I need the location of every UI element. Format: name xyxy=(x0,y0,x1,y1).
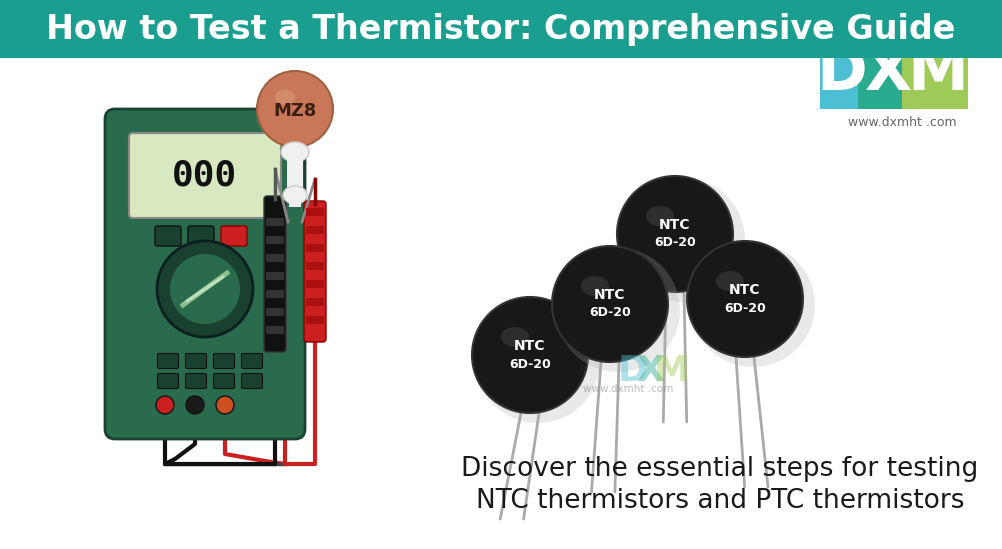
Circle shape xyxy=(621,178,745,302)
Text: Discover the essential steps for testing: Discover the essential steps for testing xyxy=(461,456,979,482)
Text: X: X xyxy=(865,44,912,104)
Bar xyxy=(0,0,1002,58)
FancyBboxPatch shape xyxy=(221,226,247,246)
Bar xyxy=(266,272,284,280)
Ellipse shape xyxy=(281,142,309,162)
Bar xyxy=(266,236,284,244)
Ellipse shape xyxy=(646,206,674,226)
FancyBboxPatch shape xyxy=(188,226,214,246)
Text: 6D-20: 6D-20 xyxy=(724,301,766,315)
FancyBboxPatch shape xyxy=(157,354,178,368)
Circle shape xyxy=(552,246,668,362)
Bar xyxy=(306,298,324,306)
Text: NTC: NTC xyxy=(659,218,690,232)
Bar xyxy=(266,308,284,316)
Text: www.dxmht .com: www.dxmht .com xyxy=(583,384,673,394)
Circle shape xyxy=(476,299,600,423)
Text: X: X xyxy=(636,354,664,388)
FancyBboxPatch shape xyxy=(157,373,178,389)
Bar xyxy=(266,290,284,298)
Ellipse shape xyxy=(283,186,307,204)
FancyBboxPatch shape xyxy=(213,373,234,389)
Bar xyxy=(858,41,916,109)
Ellipse shape xyxy=(716,271,744,291)
Circle shape xyxy=(157,241,253,337)
Text: M: M xyxy=(654,354,690,388)
Ellipse shape xyxy=(275,89,295,104)
Circle shape xyxy=(156,396,174,414)
Circle shape xyxy=(257,71,333,147)
Circle shape xyxy=(170,254,240,324)
Text: 6D-20: 6D-20 xyxy=(509,357,551,371)
Text: D: D xyxy=(817,44,868,104)
Bar xyxy=(306,226,324,234)
Circle shape xyxy=(186,396,204,414)
Text: NTC thermistors and PTC thermistors: NTC thermistors and PTC thermistors xyxy=(476,488,964,514)
Bar xyxy=(306,208,324,216)
FancyBboxPatch shape xyxy=(155,226,181,246)
Bar xyxy=(266,254,284,262)
Circle shape xyxy=(617,176,733,292)
Bar xyxy=(306,244,324,252)
Bar xyxy=(306,280,324,288)
Text: 6D-20: 6D-20 xyxy=(589,306,631,320)
Bar xyxy=(306,262,324,270)
Text: NTC: NTC xyxy=(594,288,626,302)
Text: NTC: NTC xyxy=(514,339,546,353)
Text: M: M xyxy=(908,44,969,104)
FancyBboxPatch shape xyxy=(213,354,234,368)
Ellipse shape xyxy=(501,327,529,347)
FancyBboxPatch shape xyxy=(185,354,206,368)
FancyBboxPatch shape xyxy=(241,354,263,368)
Bar xyxy=(266,218,284,226)
Text: How to Test a Thermistor: Comprehensive Guide: How to Test a Thermistor: Comprehensive … xyxy=(46,13,956,46)
Bar xyxy=(266,326,284,334)
Bar xyxy=(820,41,878,109)
Bar xyxy=(289,191,301,207)
Circle shape xyxy=(691,243,815,367)
FancyBboxPatch shape xyxy=(264,196,286,352)
Bar xyxy=(306,316,324,324)
Circle shape xyxy=(556,248,680,372)
Text: 000: 000 xyxy=(172,159,237,193)
Text: MZ8: MZ8 xyxy=(274,102,317,120)
FancyBboxPatch shape xyxy=(129,133,281,218)
FancyBboxPatch shape xyxy=(185,373,206,389)
Text: 6D-20: 6D-20 xyxy=(654,237,695,249)
Ellipse shape xyxy=(581,276,609,296)
FancyBboxPatch shape xyxy=(304,201,326,342)
Bar xyxy=(902,41,968,109)
Text: www.dxmht .com: www.dxmht .com xyxy=(848,116,957,130)
Circle shape xyxy=(687,241,803,357)
FancyBboxPatch shape xyxy=(241,373,263,389)
Text: D: D xyxy=(618,354,648,388)
Bar xyxy=(287,152,303,192)
Circle shape xyxy=(216,396,234,414)
FancyBboxPatch shape xyxy=(105,109,305,439)
Text: NTC: NTC xyxy=(729,283,761,297)
Circle shape xyxy=(472,297,588,413)
